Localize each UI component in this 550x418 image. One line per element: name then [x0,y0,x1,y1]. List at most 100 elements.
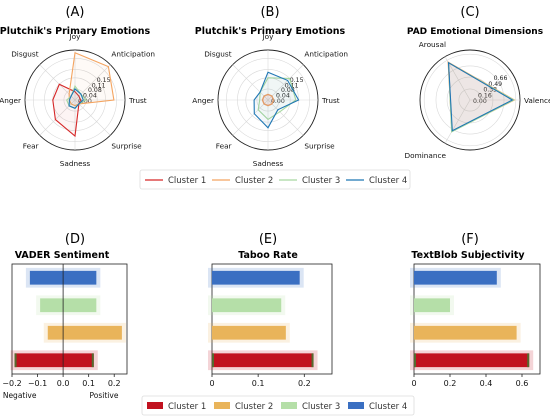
radar-axis-label: Dominance [405,151,447,160]
radar-axis-label: Joy [69,32,82,41]
radar-axis-label: Anger [0,96,21,105]
radar-series-4 [253,71,300,129]
radar-chart-a: 0.000.040.080.110.15 Joy Anticipation Trust… [0,32,155,168]
legend-swatch-bar-cluster-3 [281,402,297,409]
x-tick-label: 0 [209,379,214,388]
radar-series-4 [447,61,514,132]
legend-label-cluster-2: Cluster 2 [235,176,273,186]
bar-1 [414,353,530,368]
radar-tick-label: 0.00 [271,98,285,105]
bar-chart-f: 0 0.2 0.4 0.6 [410,263,541,388]
bar-2 [414,325,517,340]
radar-tick-label: 0.08 [281,87,295,94]
legend-swatch-bar-cluster-1 [147,402,163,409]
x-label-positive: Positive [90,391,119,400]
radar-spoke [232,64,269,101]
chart-title-a: Plutchik's Primary Emotions [0,26,151,37]
x-tick-label: −0.1 [28,379,47,388]
radar-legend: Cluster 1 Cluster 2 Cluster 3 Cluster 4 [139,169,411,190]
chart-title-d: VADER Sentiment [15,250,110,261]
radar-axis-label: Surprise [304,141,335,150]
radar-axis-label: Trust [128,96,147,105]
legend-label-bar-cluster-3: Cluster 3 [302,402,340,412]
bar-3 [212,298,282,313]
bar-4 [212,270,300,285]
radar-axis-label: Sadness [60,159,91,168]
radar-spoke [74,99,111,136]
x-tick-label: 0.2 [108,379,121,388]
x-tick-label: 0.1 [82,379,95,388]
x-tick-label: −0.2 [2,379,21,388]
radar-tick-label: 0.08 [88,87,102,94]
bar-3 [414,298,450,313]
radar-series-4 [68,88,84,109]
radar-spoke [267,99,304,136]
radar-chart-b: 0.000.040.080.110.15JoyAnticipationTrust… [192,32,348,168]
bar-2 [212,325,286,340]
radar-spoke [444,99,471,144]
panel-label-c: (C) [460,5,479,20]
bar-4 [414,270,497,285]
radar-tick-label: 0.49 [488,81,502,88]
radar-tick-label: 0.00 [473,98,487,105]
chart-title-f: TextBlob Subjectivity [411,250,525,261]
x-tick-label: 0.1 [252,379,265,388]
x-tick-label: 0.2 [298,379,311,388]
radar-tick-label: 0.11 [92,83,106,90]
radar-series-1 [52,83,82,138]
radar-axis-label: Valence [524,96,550,105]
legend-label-cluster-1: Cluster 1 [168,176,206,186]
radar-tick-label: 0.00 [78,98,92,105]
radar-axis-label: Fear [216,141,232,150]
bar-chart-e: 0 0.1 0.2 [208,263,333,388]
radar-axis-label: Fear [23,141,39,150]
radar-tick-label: 0.04 [83,92,97,99]
legend-swatch-bar-cluster-2 [214,402,230,409]
radar-chart-c: 0.000.160.330.490.66 Arousal Valence Domina… [405,40,550,160]
radar-axis-label: Surprise [111,141,142,150]
radar-tick-label: 0.33 [483,87,497,94]
legend-label-bar-cluster-4: Cluster 4 [369,402,407,412]
bar-plot-frame [211,263,333,375]
radar-tick-label: 0.66 [494,75,508,82]
bar-chart-d: −0.2 −0.1 0.0 0.1 0.2 Negative Positive [2,263,128,400]
panel-label-f: (F) [461,232,479,247]
bar-2 [47,325,122,340]
bar-1 [14,353,94,368]
radar-axis-label: Anger [192,96,214,105]
legend-label-bar-cluster-2: Cluster 2 [235,402,273,412]
panel-label-b: (B) [260,5,279,20]
x-label-negative: Negative [3,391,37,400]
radar-axis-label: Trust [321,96,340,105]
bar-3 [40,298,97,313]
radar-spoke [267,64,304,101]
radar-tick-label: 0.15 [97,77,111,84]
legend-label-bar-cluster-1: Cluster 1 [168,402,206,412]
bar-1 [212,353,314,368]
x-tick-label: 0.2 [444,379,457,388]
x-tick-label: 0.0 [57,379,70,388]
bar-plot-frame [413,263,541,375]
radar-spoke [232,99,269,136]
radar-axis-label: Joy [262,32,275,41]
radar-axis-label: Anticipation [111,50,155,59]
x-tick-label: 0.6 [516,379,529,388]
radar-series-2 [261,93,275,107]
panel-label-e: (E) [259,232,277,247]
panel-label-a: (A) [65,5,84,20]
bar-legend: Cluster 1 Cluster 2 Cluster 3 Cluster 4 [141,395,415,416]
bar-plot-frame [11,263,128,375]
radar-tick-label: 0.04 [276,92,290,99]
x-tick-label: 0 [411,379,416,388]
radar-axis-label: Arousal [419,40,446,49]
chart-title-b: Plutchik's Primary Emotions [195,26,346,37]
legend-label-cluster-4: Cluster 4 [369,176,407,186]
chart-title-e: Taboo Rate [238,250,298,261]
radar-axis-label: Anticipation [304,50,348,59]
radar-spoke [444,56,471,101]
radar-tick-label: 0.15 [290,77,304,84]
radar-tick-label: 0.16 [478,92,492,99]
radar-axis-label: Disgust [11,50,39,59]
radar-axis-label: Disgust [204,50,232,59]
